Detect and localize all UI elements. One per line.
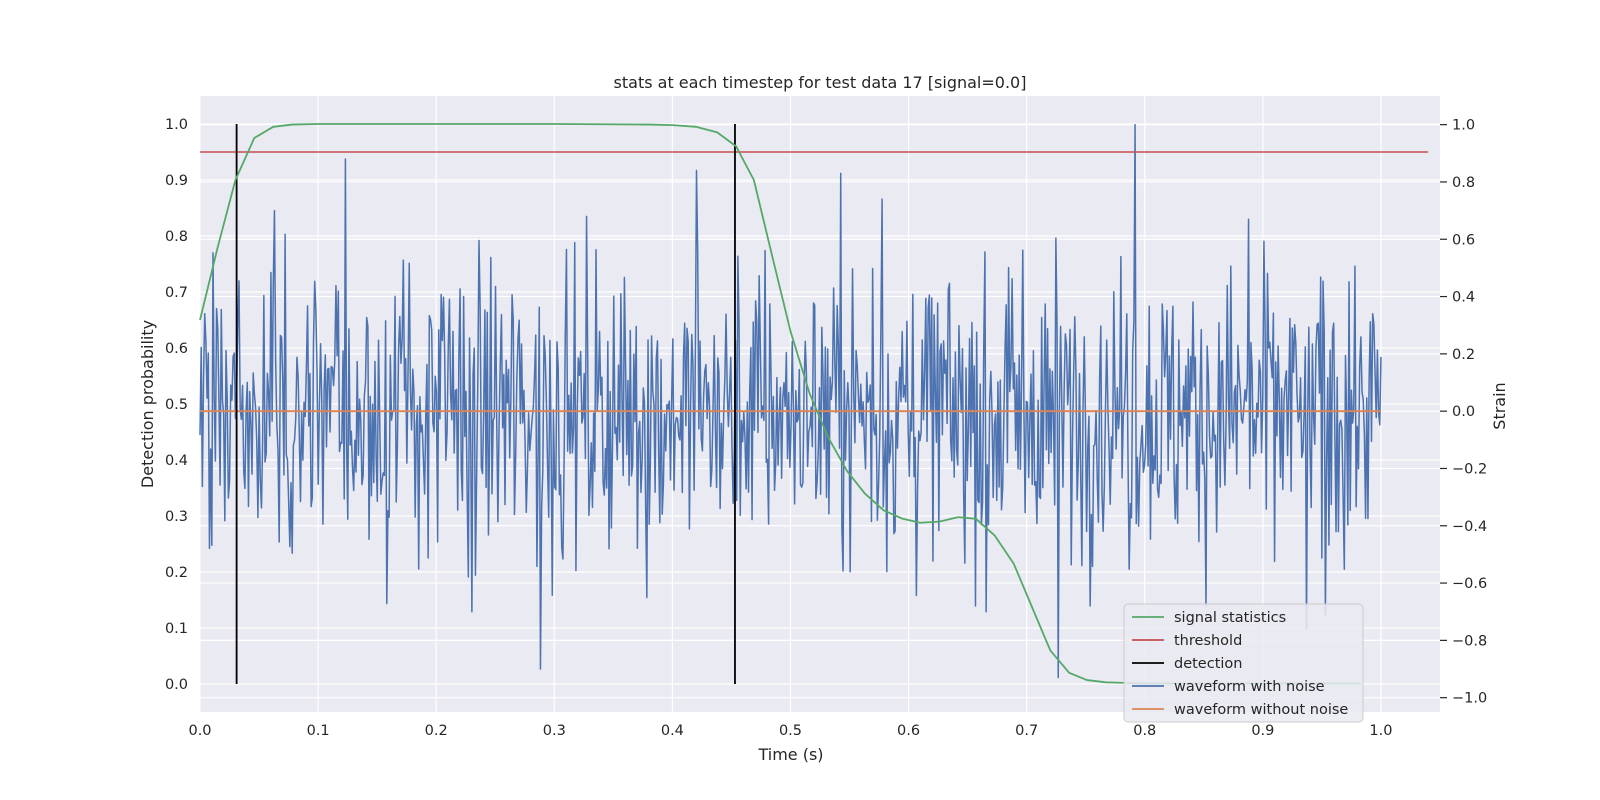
series-layer xyxy=(199,123,1429,685)
y-right-tick-label: 0.4 xyxy=(1452,290,1475,306)
y-left-tick-label: 1.0 xyxy=(165,117,188,133)
legend-label: signal statistics xyxy=(1174,610,1286,626)
y-right-tick-label: 1.0 xyxy=(1452,118,1475,134)
y-left-tick-label: 0.7 xyxy=(165,285,188,301)
y-right-tick-label: −0.6 xyxy=(1452,576,1487,592)
y-left-tick-label: 0.2 xyxy=(165,565,188,581)
legend: signal statistics threshold detection wavef… xyxy=(1123,603,1364,723)
x-tick-label: 0.4 xyxy=(661,723,684,739)
legend-label: threshold xyxy=(1174,633,1242,649)
ticks: 0.0 0.1 0.2 0.3 0.4 0.5 0.6 0.7 0.8 0.9 1.0 0.0 0.1 0… xyxy=(165,117,1487,739)
x-tick-label: 0.5 xyxy=(779,723,802,739)
y-axis-left-label: Detection probability xyxy=(138,320,157,488)
chart-title: stats at each timestep for test data 17 … xyxy=(614,73,1027,92)
series-waveform-with-noise xyxy=(199,123,1382,679)
y-left-tick-label: 0.6 xyxy=(165,341,188,357)
x-tick-label: 0.6 xyxy=(897,723,920,739)
y-left-tick-label: 0.0 xyxy=(165,677,188,693)
x-tick-label: 0.8 xyxy=(1133,723,1156,739)
y-left-tick-label: 0.3 xyxy=(165,509,188,525)
x-tick-label: 0.0 xyxy=(188,723,211,739)
x-tick-label: 0.2 xyxy=(425,723,448,739)
x-tick-label: 1.0 xyxy=(1369,723,1392,739)
y-right-tick-label: −0.2 xyxy=(1452,461,1487,477)
legend-box xyxy=(1123,603,1364,723)
y-right-tick-label: 0.6 xyxy=(1452,232,1475,248)
y-left-tick-label: 0.4 xyxy=(165,453,188,469)
x-tick-label: 0.1 xyxy=(307,723,330,739)
series-signal-statistics xyxy=(199,123,1361,685)
x-tick-label: 0.9 xyxy=(1251,723,1274,739)
legend-label: waveform with noise xyxy=(1174,679,1325,695)
x-tick-label: 0.3 xyxy=(543,723,566,739)
y-axis-right-label: Strain xyxy=(1490,382,1509,429)
y-right-tick-label: 0.8 xyxy=(1452,175,1475,191)
x-axis-label: Time (s) xyxy=(757,745,823,764)
y-left-tick-label: 0.8 xyxy=(165,229,188,245)
y-right-tick-label: −0.8 xyxy=(1452,633,1487,649)
y-right-tick-label: −1.0 xyxy=(1452,691,1487,707)
y-left-tick-label: 0.1 xyxy=(165,621,188,637)
x-tick-label: 0.7 xyxy=(1015,723,1038,739)
y-right-tick-label: −0.4 xyxy=(1452,519,1487,535)
y-right-tick-label: 0.0 xyxy=(1452,404,1475,420)
y-right-tick-label: 0.2 xyxy=(1452,347,1475,363)
legend-label: waveform without noise xyxy=(1174,702,1348,718)
legend-label: detection xyxy=(1174,656,1242,672)
y-left-tick-label: 0.9 xyxy=(165,173,188,189)
y-left-tick-label: 0.5 xyxy=(165,397,188,413)
